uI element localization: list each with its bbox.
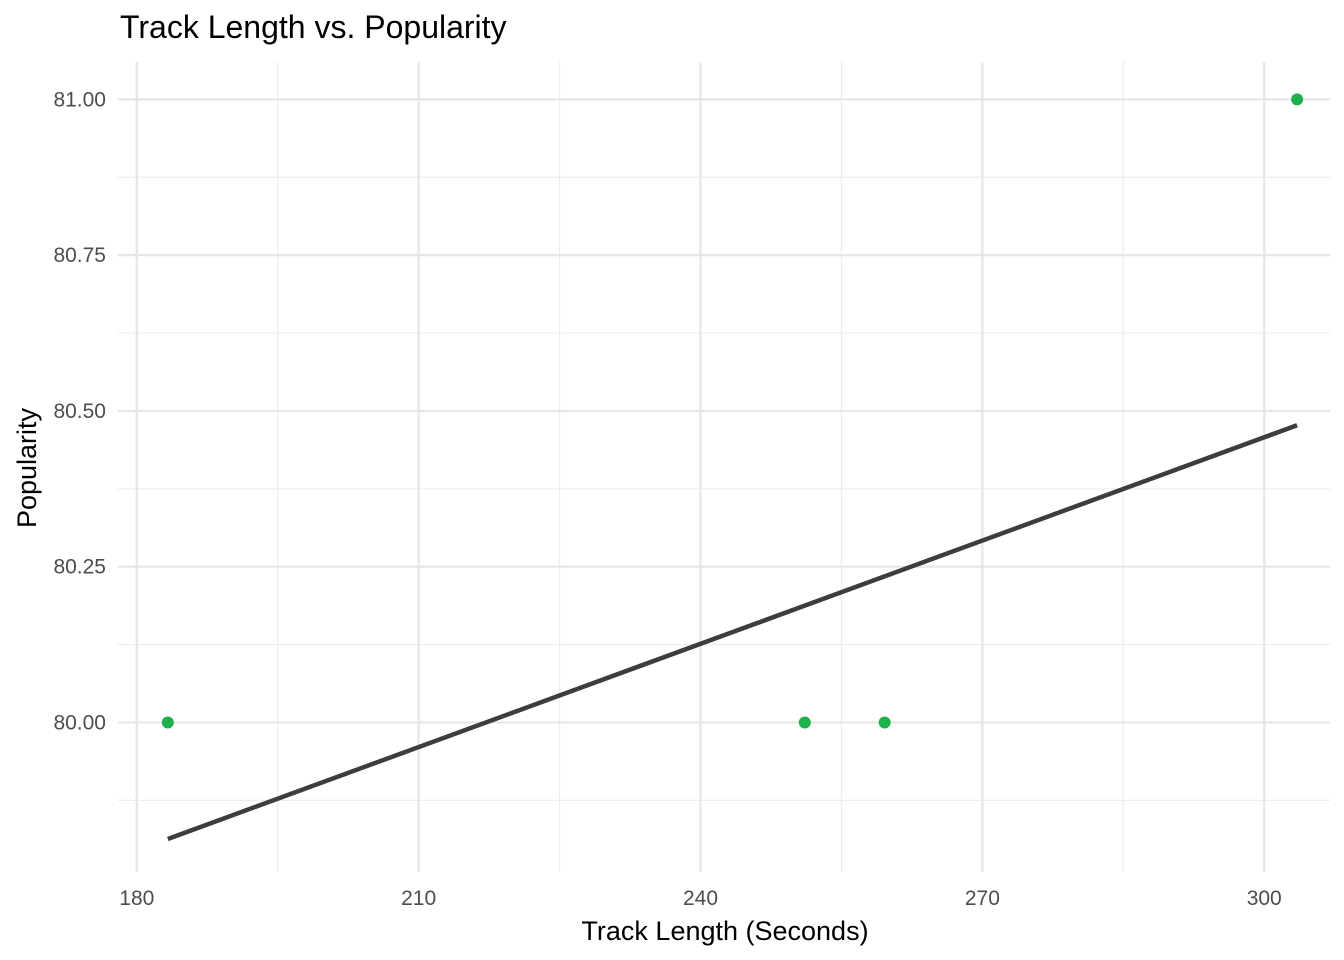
y-axis-ticks: 80.00 80.25 80.50 80.75 81.00 <box>53 88 106 734</box>
data-points <box>161 93 1304 729</box>
data-point <box>161 716 174 729</box>
x-tick-label: 300 <box>1247 887 1282 910</box>
y-tick-label: 80.00 <box>53 711 106 734</box>
y-tick-label: 81.00 <box>53 88 106 111</box>
x-tick-label: 240 <box>683 887 718 910</box>
trend-line-layer <box>167 423 1298 842</box>
y-tick-label: 80.25 <box>53 556 106 579</box>
x-tick-label: 210 <box>401 887 436 910</box>
x-axis-title: Track Length (Seconds) <box>581 916 868 946</box>
y-axis-title: Popularity <box>12 407 42 528</box>
y-tick-label: 80.75 <box>53 244 106 267</box>
grid <box>118 62 1330 872</box>
x-tick-label: 180 <box>119 887 154 910</box>
x-tick-label: 270 <box>965 887 1000 910</box>
data-point <box>798 716 811 729</box>
data-point <box>878 716 891 729</box>
trend-line <box>167 423 1298 842</box>
data-point <box>1291 93 1304 106</box>
x-axis-ticks: 180 210 240 270 300 <box>119 887 1281 910</box>
y-tick-label: 80.50 <box>53 400 106 423</box>
chart-title: Track Length vs. Popularity <box>120 9 507 45</box>
